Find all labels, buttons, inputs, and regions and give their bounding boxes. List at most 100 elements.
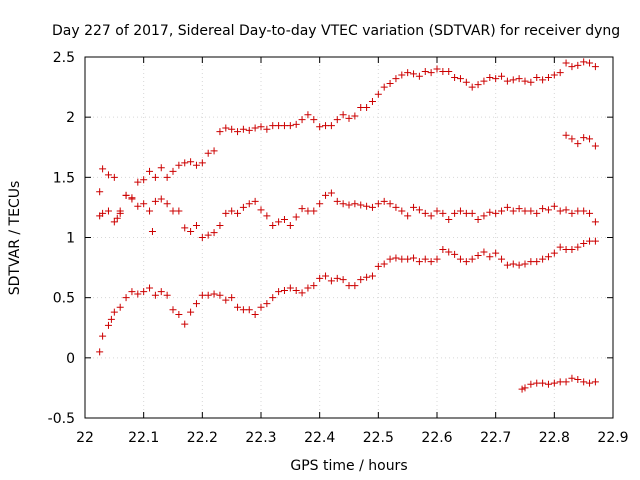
y-tick-label: 1 (66, 231, 75, 247)
data-point (316, 123, 324, 131)
data-point (134, 290, 142, 298)
data-point (99, 165, 107, 173)
data-point (275, 288, 283, 296)
data-point (134, 202, 142, 210)
y-tick-label: -0.5 (48, 411, 75, 427)
data-point (104, 207, 112, 215)
data-point (128, 195, 136, 203)
data-point (245, 306, 253, 314)
data-point (509, 76, 517, 84)
data-point (116, 209, 124, 217)
series-track-lower (96, 237, 599, 356)
data-point (586, 135, 594, 143)
data-point (521, 384, 529, 392)
data-point (222, 124, 230, 132)
data-point (474, 81, 482, 89)
data-point (298, 116, 306, 124)
data-point (427, 69, 435, 77)
data-point (591, 237, 599, 245)
data-point (586, 209, 594, 217)
data-point (157, 288, 165, 296)
data-point (456, 255, 464, 263)
data-point (113, 214, 121, 222)
data-point (518, 385, 526, 393)
data-point (304, 207, 312, 215)
data-point (527, 207, 535, 215)
data-point (146, 284, 154, 292)
data-point (263, 212, 271, 220)
data-point (568, 374, 576, 382)
data-point (175, 161, 183, 169)
data-point (333, 197, 341, 205)
data-point (175, 311, 183, 319)
data-point (280, 286, 288, 294)
data-point (574, 207, 582, 215)
data-point (339, 276, 347, 284)
data-point (445, 248, 453, 256)
data-point (515, 205, 523, 213)
data-point (134, 178, 142, 186)
data-point (562, 206, 570, 214)
data-point (574, 375, 582, 383)
data-point (568, 246, 576, 254)
data-point (439, 67, 447, 75)
data-point (515, 261, 523, 269)
x-tick-label: 22 (76, 430, 94, 446)
data-point (515, 75, 523, 83)
data-point (474, 252, 482, 260)
data-point (586, 59, 594, 67)
data-point (380, 260, 388, 268)
data-point (539, 76, 547, 84)
data-point (204, 291, 212, 299)
data-point (591, 378, 599, 386)
data-point (492, 249, 500, 257)
data-point (192, 161, 200, 169)
data-point (527, 258, 535, 266)
data-point (198, 234, 206, 241)
data-point (345, 201, 353, 209)
data-point (222, 209, 230, 217)
data-point (398, 207, 406, 215)
data-marks (96, 58, 599, 393)
data-point (386, 255, 394, 263)
x-tick-labels: 22 22.1 22.2 22.3 22.4 22.5 22.6 22.7 22.8 22.9 (76, 430, 629, 446)
data-point (280, 122, 288, 130)
data-point (110, 173, 118, 181)
data-point (539, 379, 547, 387)
data-point (298, 289, 306, 297)
data-point (486, 208, 494, 216)
data-point (574, 243, 582, 251)
data-point (148, 227, 156, 235)
data-point (228, 207, 236, 215)
data-point (586, 237, 594, 245)
data-point (468, 255, 476, 263)
data-point (533, 73, 541, 81)
data-point (327, 189, 335, 197)
data-point (556, 69, 564, 77)
data-point (503, 203, 511, 211)
data-point (140, 288, 148, 296)
data-point (187, 227, 195, 235)
data-point (521, 77, 529, 85)
y-tick-label: 2.5 (53, 50, 75, 66)
data-point (427, 258, 435, 266)
data-point (580, 378, 588, 386)
data-point (292, 286, 300, 294)
data-point (204, 149, 212, 157)
data-point (292, 213, 300, 221)
data-point (503, 77, 511, 85)
data-point (556, 207, 564, 215)
data-point (310, 282, 318, 290)
data-point (310, 116, 318, 124)
data-point (192, 300, 200, 308)
data-point (269, 221, 277, 229)
data-point (110, 308, 118, 316)
y-tick-label: 1.5 (53, 170, 75, 186)
data-point (245, 200, 253, 208)
data-point (263, 125, 271, 133)
data-point (151, 197, 159, 205)
data-point (392, 203, 400, 211)
data-point (169, 207, 177, 215)
data-point (415, 206, 423, 214)
data-point (498, 207, 506, 215)
